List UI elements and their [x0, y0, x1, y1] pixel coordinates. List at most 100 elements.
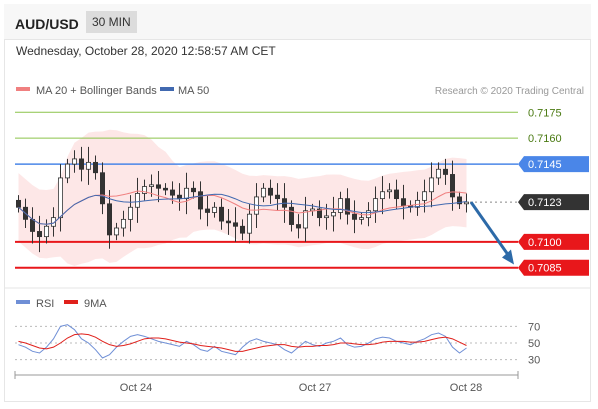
candle-body	[421, 191, 427, 201]
candle-body	[121, 218, 127, 229]
candle-body	[107, 203, 113, 236]
candle-body	[15, 199, 21, 208]
candle-body	[93, 161, 99, 174]
rsi-legend-swatch	[16, 300, 30, 304]
rsi-panel: RSI 9MA 70 50 30	[15, 298, 540, 367]
candle-body	[44, 225, 50, 238]
candle-body	[197, 191, 203, 210]
candle-body	[386, 189, 392, 193]
candle-body	[65, 163, 71, 179]
rsi-tick-label: 30	[528, 355, 540, 367]
candle-body	[323, 215, 329, 219]
candle-body	[456, 196, 462, 205]
candle-body	[86, 161, 92, 170]
rsi-ma-legend-label: 9MA	[84, 298, 107, 310]
level-label-1: 0.7160	[528, 133, 562, 145]
level-label-0: 0.7175	[528, 107, 562, 119]
level-tag-4	[518, 233, 589, 250]
candle-body	[114, 227, 120, 236]
candle-body	[344, 198, 350, 215]
candle-body	[204, 208, 210, 213]
candle-body	[260, 187, 266, 198]
ma50-line	[18, 193, 467, 225]
candle-body	[400, 198, 406, 206]
candle-body	[232, 222, 238, 227]
datetime-label: Wednesday, October 28, 2020 12:58:57 AM …	[16, 44, 276, 58]
candle-body	[155, 184, 161, 189]
level-label-4: 0.7100	[528, 237, 562, 249]
level-label-2: 0.7145	[528, 159, 562, 171]
forecast-arrow-line	[469, 201, 512, 259]
symbol-label: AUD/USD	[15, 16, 79, 32]
candles	[15, 146, 469, 253]
candle-body	[463, 201, 469, 205]
candle-body	[393, 189, 399, 200]
overlay: MA 20 + Bollinger Bands MA 50 Research © 2…	[5, 85, 590, 289]
candle-body	[51, 217, 57, 227]
candle-body	[134, 193, 140, 208]
candle-body	[176, 194, 182, 200]
candle-body	[141, 186, 147, 194]
candle-body	[58, 177, 64, 219]
candle-body	[302, 210, 308, 229]
forecast-arrow-head	[502, 249, 514, 265]
price-levels: 0.7175 0.7160 0.7145 0.7123 0.7100 0.7085	[15, 107, 589, 276]
rsi-legend-label: RSI	[36, 298, 54, 310]
candle-body	[449, 174, 455, 198]
candle-body	[100, 172, 106, 205]
candle-body	[442, 168, 448, 175]
candle-body	[246, 213, 252, 234]
candle-body	[37, 231, 43, 238]
x-axis: Oct 24 Oct 27 Oct 28	[14, 371, 519, 394]
ma20-legend-swatch	[16, 87, 30, 91]
candle-body	[225, 220, 231, 224]
level-label-3: 0.7123	[528, 197, 562, 209]
rsi-line	[18, 324, 467, 359]
candle-body	[239, 225, 245, 234]
candle-body	[316, 208, 322, 219]
candle-body	[337, 198, 343, 213]
candle-body	[295, 224, 301, 229]
credit-label: Research © 2020 Trading Central	[435, 86, 584, 97]
moving-averages	[18, 190, 467, 225]
candle-body	[435, 168, 441, 179]
candle-body	[358, 217, 364, 220]
candle-body	[79, 158, 85, 170]
candle-body	[288, 206, 294, 225]
candle-body	[169, 189, 175, 196]
candle-body	[72, 158, 78, 165]
level-tag-5	[518, 259, 589, 276]
timeframe-badge[interactable]: 30 MIN	[86, 11, 137, 33]
candle-body	[127, 206, 133, 220]
ma50-legend-swatch	[160, 87, 174, 91]
candle-body	[372, 198, 378, 212]
candle-body	[351, 213, 357, 220]
bollinger-bands	[18, 129, 467, 266]
x-tick-label: Oct 24	[120, 382, 152, 394]
candle-body	[218, 206, 224, 222]
candle-body	[274, 194, 280, 200]
bollinger-band-area	[18, 129, 467, 266]
x-tick-label: Oct 28	[450, 382, 482, 394]
candle-body	[379, 191, 385, 200]
rsi-ma-legend-swatch	[64, 300, 78, 304]
candle-body	[428, 177, 434, 193]
candle-body	[190, 187, 196, 193]
candle-body	[148, 184, 154, 187]
candle-body	[183, 187, 189, 200]
x-tick-label: Oct 27	[299, 382, 331, 394]
level-label-5: 0.7085	[528, 263, 562, 275]
candle-body	[211, 206, 217, 213]
candle-body	[267, 187, 273, 196]
rsi-ma-line	[18, 333, 467, 352]
level-tag-3	[518, 194, 589, 211]
candle-body	[330, 212, 336, 217]
ma20-legend-label: MA 20 + Bollinger Bands	[36, 85, 157, 97]
rsi-tick-label: 70	[528, 321, 540, 333]
chart-header: AUD/USD 30 MIN	[4, 4, 591, 40]
level-tag-2	[518, 156, 589, 173]
rsi-tick-label: 50	[528, 338, 540, 350]
candle-body	[29, 218, 35, 232]
candle-body	[162, 187, 168, 191]
